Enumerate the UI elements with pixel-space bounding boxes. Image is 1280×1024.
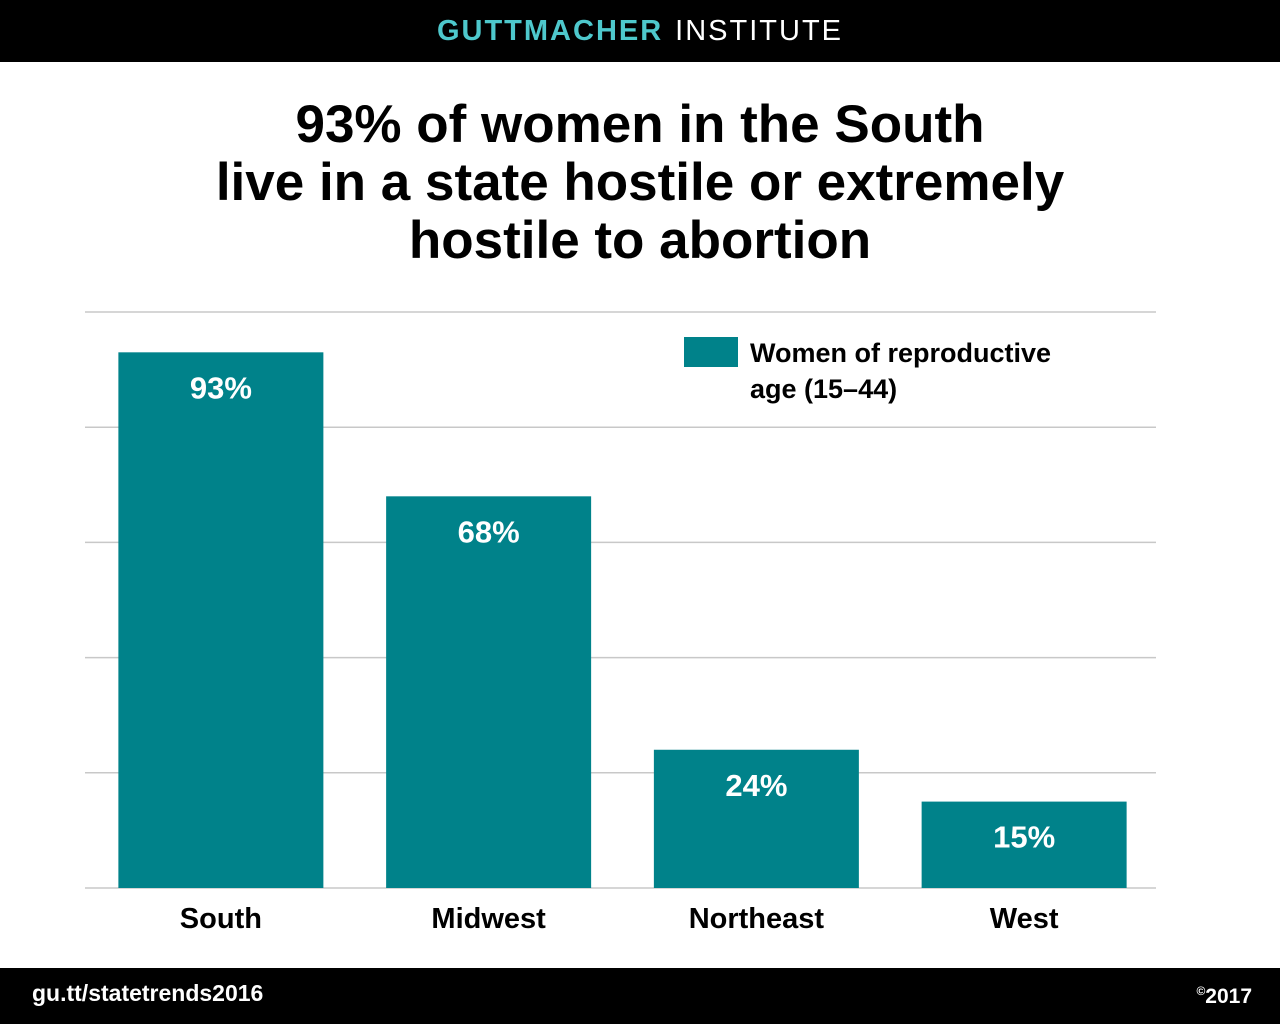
copyright-year: 2017 <box>1205 985 1252 1008</box>
source-url: gu.tt/statetrends2016 <box>32 980 264 1006</box>
title-line-2: live in a state hostile or extremely <box>215 153 1065 212</box>
footer-bar: gu.tt/statetrends2016 ©2017 <box>0 968 1280 1024</box>
legend-swatch <box>684 337 738 367</box>
bar-south <box>118 352 324 888</box>
bar-chart: 93% South 68% Midwest 24% Northeast 15% West Wom… <box>85 311 1156 935</box>
bar-west <box>921 801 1127 888</box>
bar-value-label: 24% <box>725 768 787 803</box>
category-label: Midwest <box>431 903 546 935</box>
chart-title: 93% of women in the South live in a stat… <box>0 96 1280 270</box>
bar-value-label: 93% <box>190 370 252 405</box>
title-line-3: hostile to abortion <box>408 211 872 270</box>
bar-midwest <box>386 496 592 888</box>
copyright: ©2017 <box>1196 984 1252 1009</box>
legend-label: Women of reproductive <box>750 338 1051 368</box>
title-line-1: 93% of women in the South <box>295 95 985 154</box>
category-label: West <box>990 903 1059 935</box>
category-label: Northeast <box>689 903 825 935</box>
bar-value-label: 68% <box>458 514 520 549</box>
category-label: South <box>180 903 262 935</box>
bar-northeast <box>653 749 859 888</box>
brand-name-accent: GUTTMACHER <box>436 14 664 47</box>
brand-header: GUTTMACHER INSTITUTE <box>0 0 1280 62</box>
brand-name-rest: INSTITUTE <box>675 14 844 47</box>
bar-value-label: 15% <box>993 820 1055 855</box>
legend-label: age (15–44) <box>750 374 897 404</box>
copyright-symbol: © <box>1196 984 1206 998</box>
